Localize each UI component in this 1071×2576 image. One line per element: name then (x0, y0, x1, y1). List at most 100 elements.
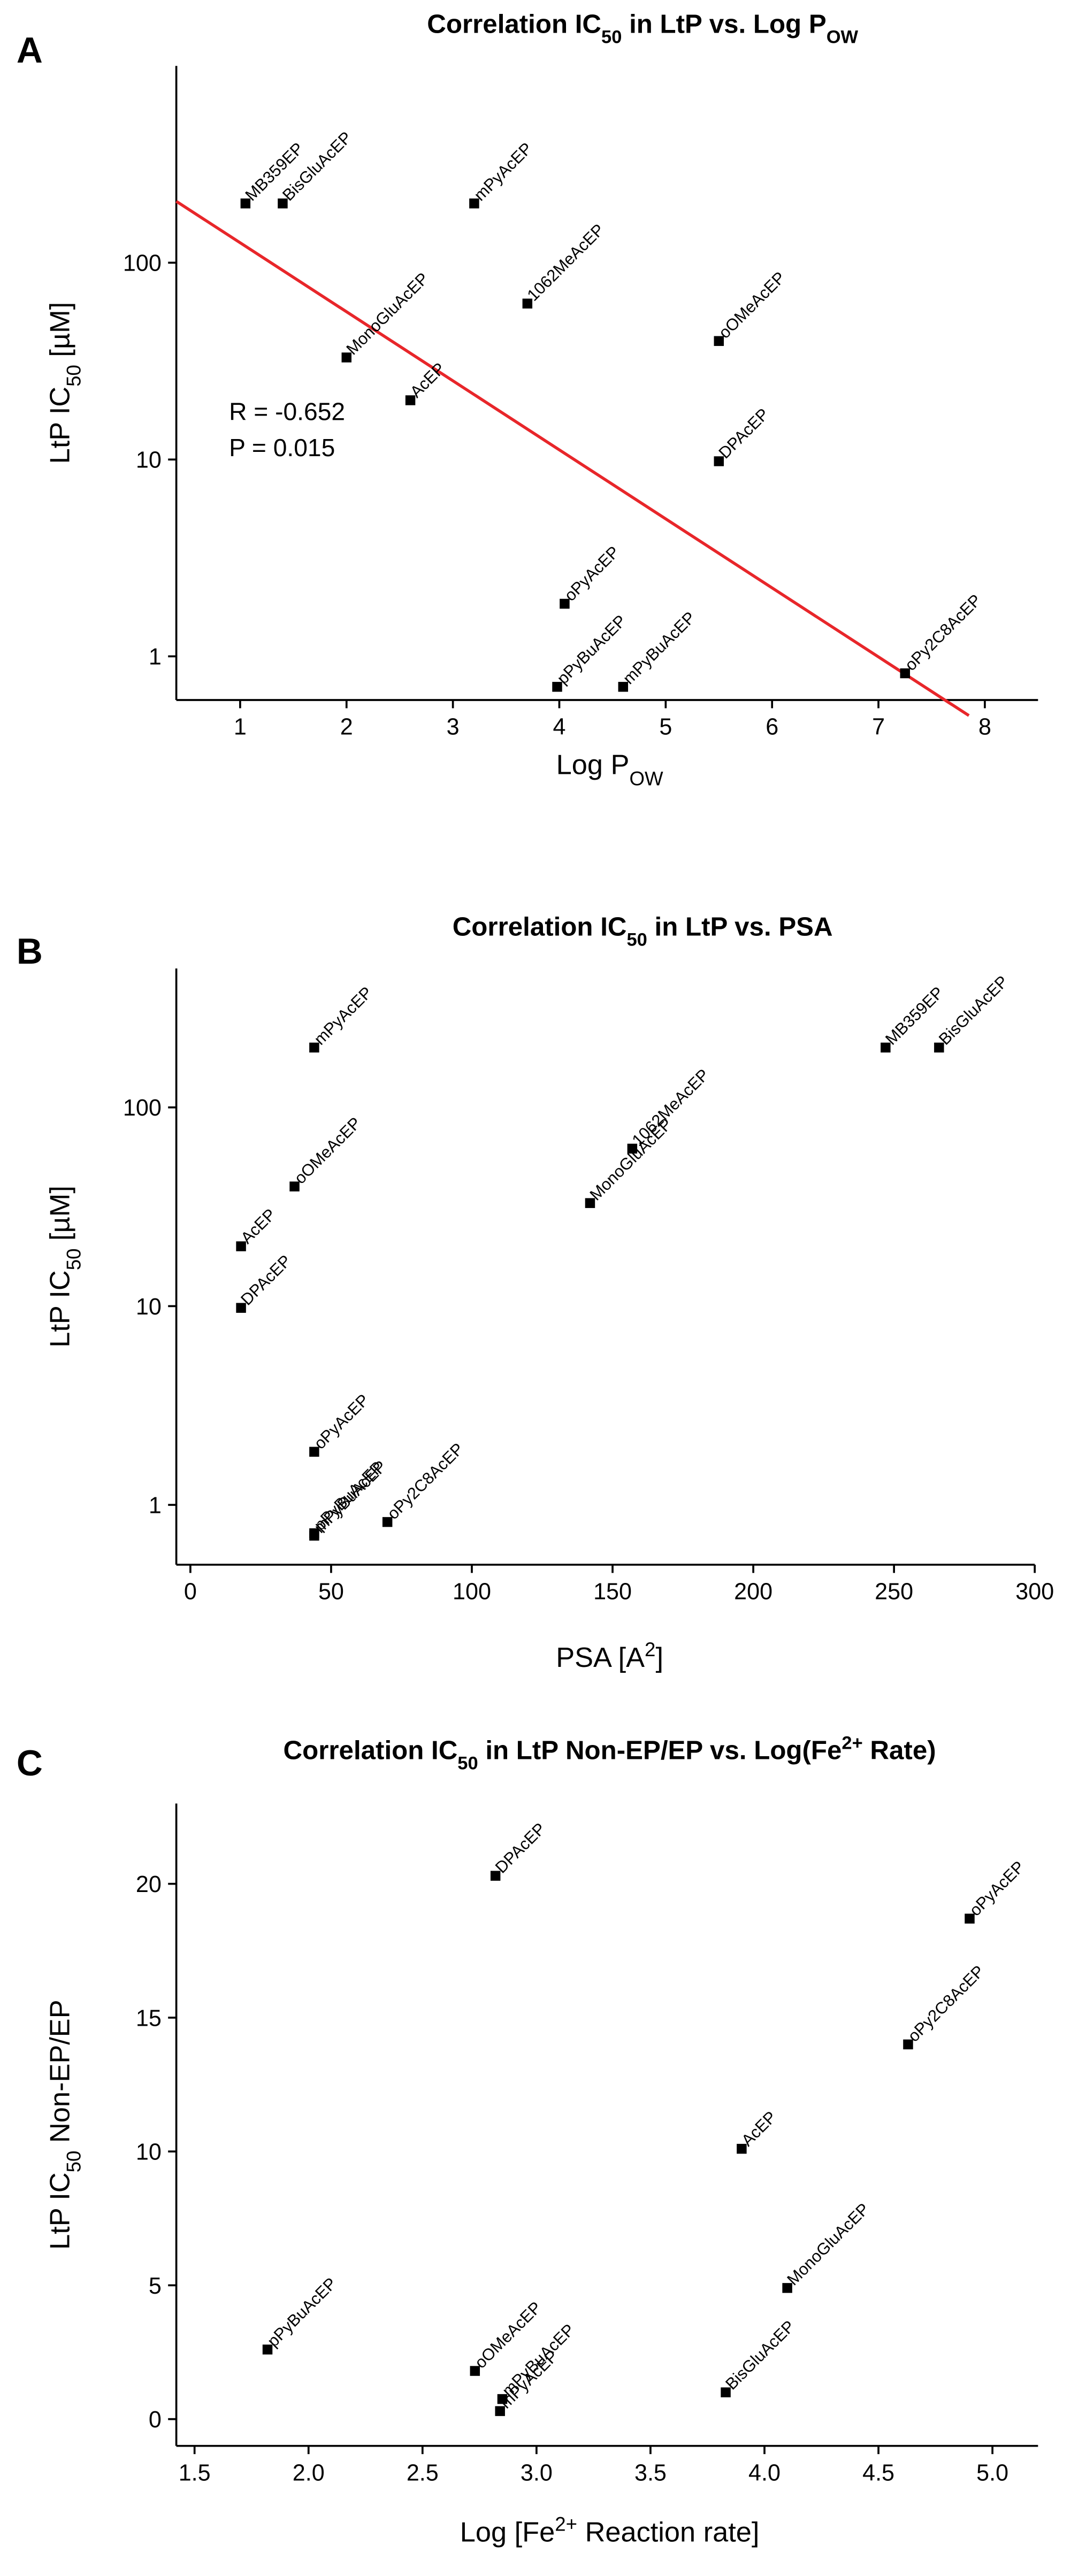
x-tick-label: 300 (1015, 1579, 1054, 1605)
x-tick-label: 4.0 (748, 2460, 781, 2486)
point-label: AcEP (237, 1205, 279, 1247)
data-point (903, 2039, 913, 2050)
y-axis-label-part: Non-EP/EP (44, 2000, 75, 2150)
point-label: DPAcEP (492, 1819, 549, 1877)
panel-letter: B (17, 932, 43, 972)
chart-title-part: Correlation IC (427, 10, 601, 39)
y-tick-label: 20 (136, 1872, 162, 1897)
panel-letter: C (17, 1743, 43, 1783)
point-label: BisGluAcEP (722, 2317, 798, 2393)
point-label: MonoGluAcEP (342, 269, 432, 359)
x-tick-label: 100 (453, 1579, 491, 1605)
y-axis-label-part: LtP IC (44, 2172, 75, 2250)
x-tick-label: 50 (318, 1579, 344, 1605)
y-axis-label: LtP IC50 [µM] (44, 1186, 85, 1348)
point-label: mPyBuAcEP (310, 1457, 390, 1536)
point-label: oPyAcEP (310, 1390, 373, 1453)
x-tick-label: 3.0 (521, 2460, 553, 2486)
panel-letter: A (17, 30, 43, 71)
x-tick-label: 6 (766, 714, 778, 740)
x-tick-label: 1 (234, 714, 247, 740)
point-label: MonoGluAcEP (586, 1114, 676, 1204)
fit-line (175, 200, 970, 717)
y-axis-label-script: 50 (63, 1249, 85, 1271)
x-axis-label-script: 2+ (555, 2513, 577, 2535)
x-tick-label: 5 (659, 714, 672, 740)
x-tick-label: 3.5 (634, 2460, 667, 2486)
x-tick-label: 150 (593, 1579, 632, 1605)
point-label: mPyAcEP (310, 983, 376, 1049)
data-point (497, 2394, 508, 2404)
data-point (737, 2143, 747, 2154)
x-axis-label-part: Reaction rate] (577, 2517, 759, 2548)
point-label: AcEP (738, 2108, 780, 2150)
data-point (934, 1042, 944, 1053)
data-point (552, 682, 562, 692)
y-axis-label: LtP IC50 [µM] (44, 302, 85, 464)
x-tick-label: 0 (184, 1579, 197, 1605)
x-axis-label: Log [Fe2+ Reaction rate] (460, 2513, 760, 2548)
x-tick-label: 8 (978, 714, 991, 740)
chart-title: Correlation IC50 in LtP vs. Log POW (427, 10, 858, 48)
chart-title-script: 50 (601, 27, 622, 48)
x-tick-label: 2.0 (293, 2460, 325, 2486)
y-axis-label-script: 50 (63, 365, 85, 387)
x-axis-label-script: 2 (645, 1638, 655, 1660)
x-axis-label-part: PSA [A (556, 1642, 645, 1673)
x-tick-label: 7 (872, 714, 885, 740)
data-point (714, 456, 724, 466)
x-tick-label: 2 (340, 714, 353, 740)
data-point (469, 198, 479, 209)
chart-title-part: Correlation IC (284, 1735, 458, 1765)
x-axis-label: PSA [A2] (556, 1638, 663, 1673)
point-label: mPyAcEP (470, 139, 536, 205)
chart-title-script: 2+ (842, 1733, 862, 1753)
chart-title: Correlation IC50 in LtP vs. PSA (453, 912, 833, 950)
data-point (309, 1531, 319, 1541)
y-axis-label-part: [µM] (44, 302, 75, 365)
data-point (236, 1303, 246, 1313)
y-axis-label-part: LtP IC (44, 387, 75, 464)
point-label: oPyAcEP (966, 1857, 1028, 1920)
y-tick-label: 1 (149, 1493, 162, 1518)
annotation: P = 0.015 (229, 434, 335, 462)
data-point (262, 2344, 273, 2355)
data-point (490, 1871, 501, 1881)
y-tick-label: 0 (149, 2407, 162, 2433)
chart-title-part: Correlation IC (453, 912, 627, 941)
data-point (309, 1447, 319, 1457)
y-tick-label: 10 (136, 448, 162, 473)
point-label: BisGluAcEP (935, 972, 1012, 1048)
x-tick-label: 4.5 (862, 2460, 894, 2486)
data-point (560, 598, 570, 609)
y-tick-label: 10 (136, 2140, 162, 2165)
point-label: oPy2C8AcEP (904, 1962, 988, 2046)
y-axis-label-part: LtP IC (44, 1270, 75, 1348)
x-tick-label: 250 (875, 1579, 913, 1605)
y-axis-label-part: [µM] (44, 1186, 75, 1248)
y-tick-label: 100 (123, 251, 162, 276)
x-axis-label-part: Log [Fe (460, 2517, 555, 2548)
data-point (278, 198, 288, 209)
x-axis-label-script: OW (629, 767, 663, 789)
y-tick-label: 100 (123, 1095, 162, 1121)
x-tick-label: 5.0 (976, 2460, 1008, 2486)
y-axis-label-script: 50 (63, 2151, 85, 2173)
data-point (522, 298, 533, 309)
point-label: oPy2C8AcEP (901, 590, 985, 674)
chart-title-part: in LtP vs. Log P (622, 10, 826, 39)
data-point (382, 1517, 393, 1527)
chart-title-script: 50 (626, 929, 647, 950)
chart-title-part: Rate) (863, 1735, 936, 1765)
point-label: 1062MeAcEP (523, 220, 608, 305)
y-tick-label: 10 (136, 1294, 162, 1320)
point-label: DPAcEP (237, 1251, 295, 1309)
y-tick-label: 1 (149, 644, 162, 670)
data-point (240, 198, 251, 209)
data-point (236, 1241, 246, 1251)
chart-title-script: 50 (457, 1753, 478, 1773)
x-tick-label: 1.5 (179, 2460, 211, 2486)
annotation: R = -0.652 (229, 397, 345, 425)
data-point (627, 1143, 638, 1154)
